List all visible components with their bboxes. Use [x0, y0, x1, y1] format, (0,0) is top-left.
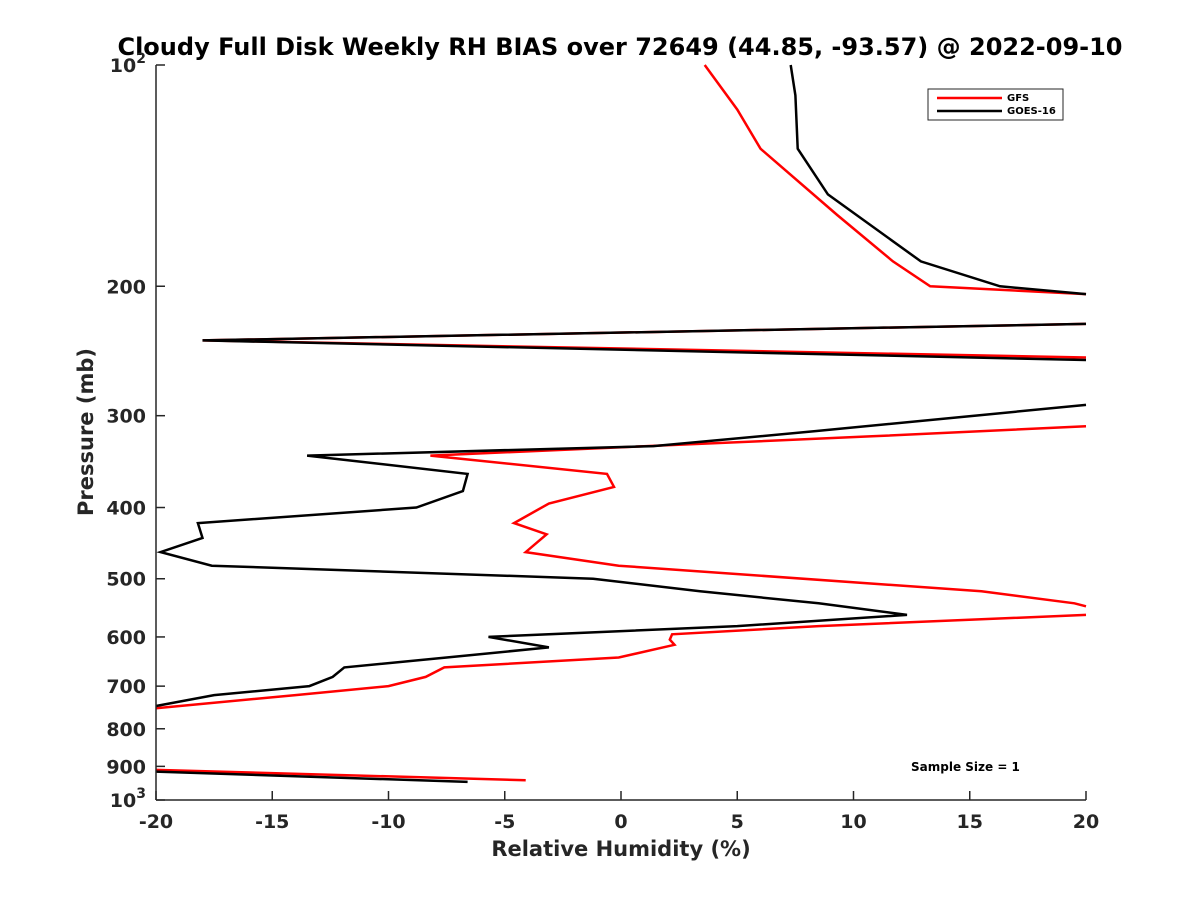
- legend: GFS GOES-16: [927, 88, 1064, 121]
- x-ticks: -20 -15 -10 -5 0 5 10 15 20: [139, 791, 1099, 833]
- legend-label-goes16: GOES-16: [1007, 106, 1056, 117]
- x-tick-label: -20: [139, 811, 173, 833]
- series-line-goes-16-seg4: [155, 770, 468, 784]
- x-axis-label: Relative Humidity (%): [491, 837, 750, 861]
- series-layer: [155, 64, 1087, 784]
- x-tick-label: -10: [371, 811, 405, 833]
- y-axis-label: Pressure (mb): [74, 348, 98, 516]
- series-line-gfs-seg4: [155, 613, 1087, 710]
- x-tick-label: -5: [494, 811, 515, 833]
- y-ticks: 102 200 300 400 500 600 700 800 900 103: [106, 51, 165, 812]
- series-line-gfs-seg1: [703, 64, 1087, 296]
- series-line-gfs-seg3: [430, 424, 1087, 608]
- y-tick-label: 102: [110, 51, 146, 77]
- x-tick-label: -15: [255, 811, 289, 833]
- legend-label-gfs: GFS: [1007, 93, 1029, 104]
- y-tick-label: 200: [106, 276, 146, 298]
- y-tick-label: 300: [106, 406, 146, 428]
- x-tick-label: 0: [614, 811, 627, 833]
- y-tick-label: 800: [106, 719, 146, 741]
- y-tick-label: 700: [106, 676, 146, 698]
- y-tick-label: 500: [106, 569, 146, 591]
- series-line-goes-16-seg3: [155, 403, 1087, 708]
- x-tick-label: 20: [1073, 811, 1099, 833]
- y-tick-label: 600: [106, 627, 146, 649]
- chart-title: Cloudy Full Disk Weekly RH BIAS over 726…: [117, 33, 1122, 61]
- x-tick-label: 10: [840, 811, 866, 833]
- y-tick-label: 103: [110, 786, 146, 812]
- series-line-goes-16-seg1: [789, 64, 1087, 296]
- series-line-gfs-seg5: [155, 768, 526, 782]
- y-tick-label: 900: [106, 756, 146, 778]
- series-line-goes-16-seg2: [202, 322, 1087, 362]
- sample-size-annotation: Sample Size = 1: [911, 760, 1020, 774]
- y-tick-label: 400: [106, 498, 146, 520]
- x-tick-label: 5: [731, 811, 744, 833]
- x-tick-label: 15: [957, 811, 983, 833]
- legend-box: [927, 88, 1064, 121]
- series-line-gfs-seg2: [202, 322, 1087, 359]
